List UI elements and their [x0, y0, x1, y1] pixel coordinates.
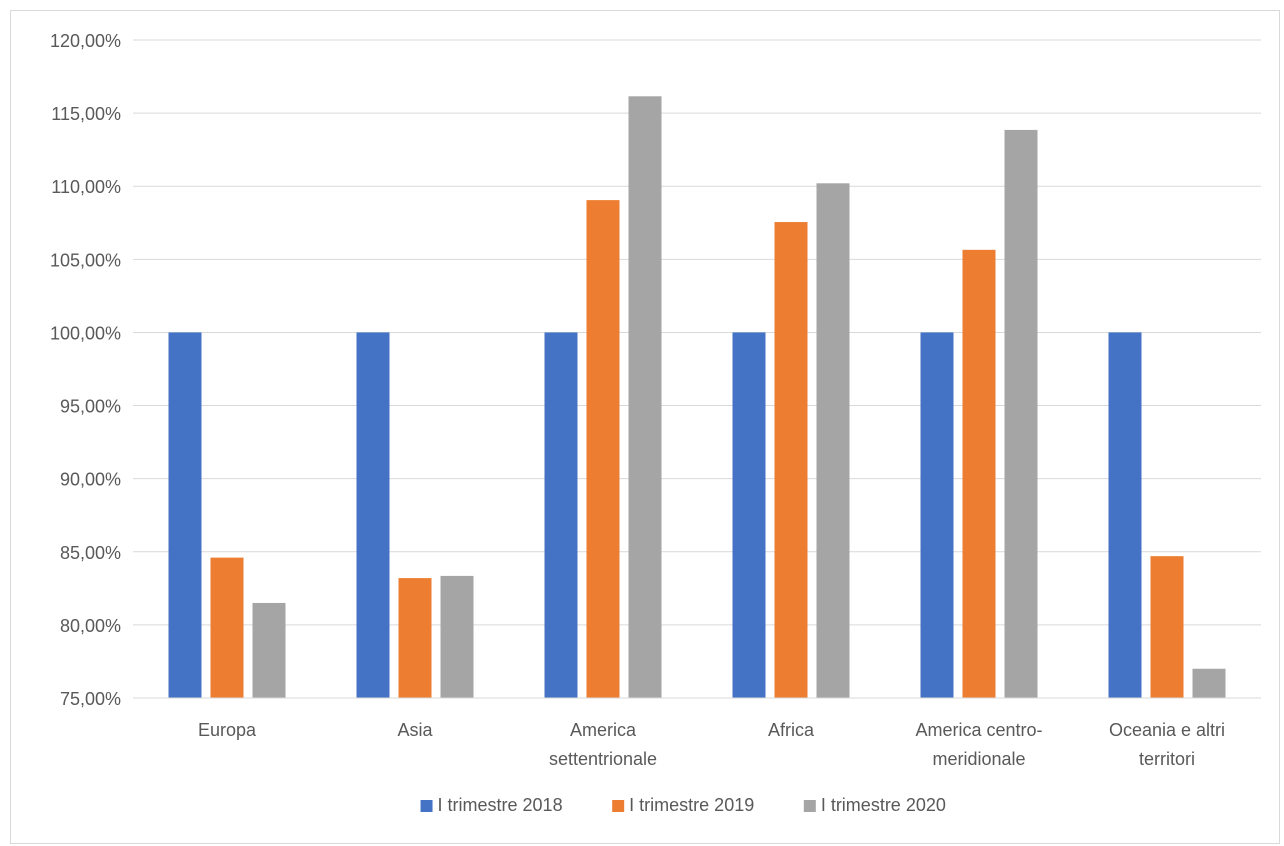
y-tick-label: 75,00% — [60, 689, 121, 709]
y-tick-label: 100,00% — [50, 323, 121, 343]
y-axis-tick-labels: 75,00% 80,00% 85,00% 90,00% 95,00% 100,00% 105… — [50, 31, 121, 709]
bars — [168, 96, 1226, 699]
bar — [962, 249, 996, 698]
y-tick-label: 105,00% — [50, 250, 121, 270]
x-tick-label: territori — [1139, 749, 1195, 769]
bar — [440, 575, 474, 698]
y-tick-label: 120,00% — [50, 31, 121, 51]
bar — [252, 602, 286, 698]
bar — [210, 557, 244, 698]
x-tick-label: meridionale — [932, 749, 1025, 769]
legend-swatch — [612, 800, 625, 812]
y-tick-label: 85,00% — [60, 543, 121, 563]
bar — [920, 332, 954, 698]
x-tick-label: Europa — [198, 720, 257, 740]
x-tick-label: Asia — [397, 720, 433, 740]
legend-label: I trimestre 2020 — [821, 795, 946, 815]
y-tick-label: 90,00% — [60, 470, 121, 490]
bar — [732, 332, 766, 698]
y-tick-label: 110,00% — [51, 177, 121, 197]
bar — [628, 96, 662, 699]
y-tick-label: 80,00% — [60, 616, 121, 636]
x-tick-label: America centro- — [915, 720, 1042, 740]
bar — [398, 578, 432, 698]
gridlines — [133, 39, 1261, 626]
bar — [586, 200, 620, 698]
bar — [544, 332, 578, 698]
bar — [1004, 129, 1038, 699]
bar — [1108, 332, 1142, 698]
x-tick-label: Oceania e altri — [1109, 720, 1225, 740]
chart-frame: 75,00% 80,00% 85,00% 90,00% 95,00% 100,00% 105… — [10, 10, 1280, 844]
legend-swatch — [420, 800, 433, 812]
bar — [816, 183, 850, 698]
bar-chart: 75,00% 80,00% 85,00% 90,00% 95,00% 100,00% 105… — [50, 31, 1261, 815]
bar — [168, 332, 202, 698]
bar — [1150, 556, 1184, 698]
bar — [1192, 668, 1226, 698]
legend-swatch — [803, 800, 816, 812]
x-axis-category-labels: Europa Asia America settentrionale Africa Ame… — [198, 720, 1225, 769]
bar — [774, 222, 808, 698]
x-tick-label: Africa — [768, 720, 815, 740]
legend: I trimestre 2018 I trimestre 2019 I trimes… — [420, 795, 946, 815]
y-tick-label: 95,00% — [60, 397, 121, 417]
bar — [356, 332, 390, 698]
legend-label: I trimestre 2019 — [629, 795, 754, 815]
x-tick-label: America — [570, 720, 637, 740]
x-tick-label: settentrionale — [549, 749, 657, 769]
legend-label: I trimestre 2018 — [438, 795, 563, 815]
y-tick-label: 115,00% — [51, 104, 121, 124]
